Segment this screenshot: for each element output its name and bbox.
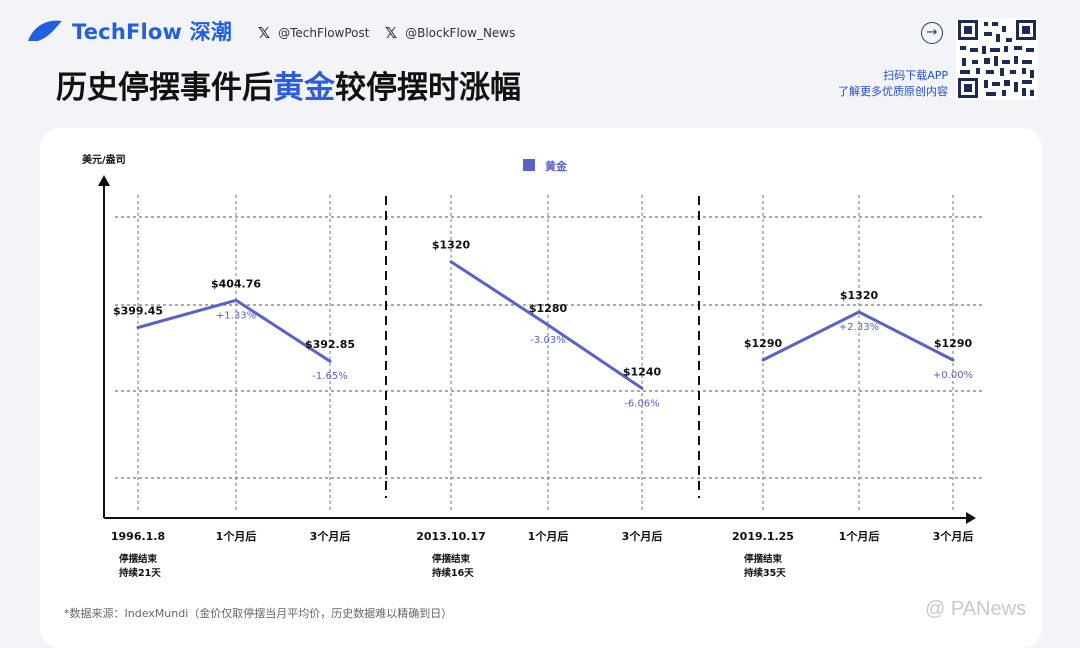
change-label: +2.33% [839, 322, 879, 333]
y-axis-label: 美元/盎司 [82, 153, 126, 166]
x-axis-arrow [966, 512, 976, 524]
chart-card [40, 128, 1042, 648]
brand-name: TechFlow 深潮 [72, 20, 233, 44]
x-tick-label: 2019.1.25 [732, 530, 794, 543]
qr-code-icon[interactable] [956, 18, 1038, 100]
period-note-line-2: 持续35天 [744, 567, 786, 579]
grid-layer [115, 195, 985, 512]
y-axis-arrow [98, 175, 110, 186]
series-line-2 [449, 260, 644, 390]
value-label: $1290 [744, 337, 783, 350]
page-title: 历史停摆事件后黄金较停摆时涨幅 [56, 62, 521, 107]
x-tick-label: 1个月后 [216, 529, 257, 543]
x-logo-icon: 𝕏 [258, 24, 271, 42]
x-tick-label: 3个月后 [933, 529, 974, 543]
social-link-techflowpost[interactable]: 𝕏 @TechFlowPost [258, 24, 369, 42]
arrow-right-icon[interactable]: → [921, 22, 943, 44]
value-label: $399.45 [113, 305, 163, 318]
change-label: -3.03% [530, 335, 565, 346]
x-tick-label: 1个月后 [839, 529, 880, 543]
title-suffix: 较停摆时涨幅 [335, 70, 521, 106]
value-label: $1280 [529, 302, 568, 315]
series-line-3 [761, 310, 955, 362]
series-layer: $399.45 1996.1.8 $404.76 +1.33% 1个月后 $392.85 -… [111, 239, 973, 579]
series-line-1 [136, 298, 332, 363]
social-link-blockflow-news[interactable]: 𝕏 @BlockFlow_News [385, 24, 515, 42]
download-prompt: 扫码下载APP 了解更多优质原创内容 [838, 68, 948, 100]
change-label: +0.00% [933, 370, 973, 381]
x-tick-label: 2013.10.17 [416, 530, 486, 543]
value-label: $1240 [623, 365, 662, 378]
data-source-footnote: *数据来源：IndexMundi（金价仅取停摆当月平均价，历史数据难以精确到日） [64, 607, 453, 620]
x-tick-label: 3个月后 [310, 529, 351, 543]
brand-wave-icon [28, 20, 62, 41]
title-prefix: 历史停摆事件后 [56, 70, 273, 106]
brand-logo[interactable]: TechFlow 深潮 [26, 16, 232, 46]
period-note-line-1: 停摆结束 [432, 553, 471, 565]
value-label: $1290 [934, 337, 973, 350]
x-logo-icon: 𝕏 [385, 24, 398, 42]
change-label: -6.06% [624, 398, 659, 409]
legend-swatch [523, 159, 535, 171]
title-highlight: 黄金 [273, 70, 335, 106]
value-label: $392.85 [305, 338, 355, 351]
social-handle: @BlockFlow_News [405, 26, 516, 40]
download-line-1: 扫码下载APP [883, 69, 948, 82]
change-label: +1.33% [216, 310, 256, 321]
social-handle: @TechFlowPost [278, 26, 370, 40]
value-label: $404.76 [211, 277, 261, 290]
x-tick-label: 1996.1.8 [111, 530, 165, 543]
value-label: $1320 [840, 289, 879, 302]
download-line-2: 了解更多优质原创内容 [838, 85, 948, 98]
period-note-line-1: 停摆结束 [744, 553, 783, 565]
header: TechFlow 深潮 𝕏 @TechFlowPost 𝕏 @BlockFlow… [0, 0, 1080, 120]
period-note-line-2: 持续16天 [432, 567, 474, 579]
legend-label: 黄金 [545, 159, 568, 173]
value-label: $1320 [432, 239, 471, 252]
period-note-line-2: 持续21天 [119, 567, 161, 579]
axis-layer [98, 175, 976, 524]
period-note-line-1: 停摆结束 [119, 553, 158, 565]
x-tick-label: 1个月后 [528, 529, 569, 543]
change-label: -1.65% [312, 371, 347, 382]
x-tick-label: 3个月后 [622, 529, 663, 543]
watermark: @ PANews [925, 598, 1027, 620]
